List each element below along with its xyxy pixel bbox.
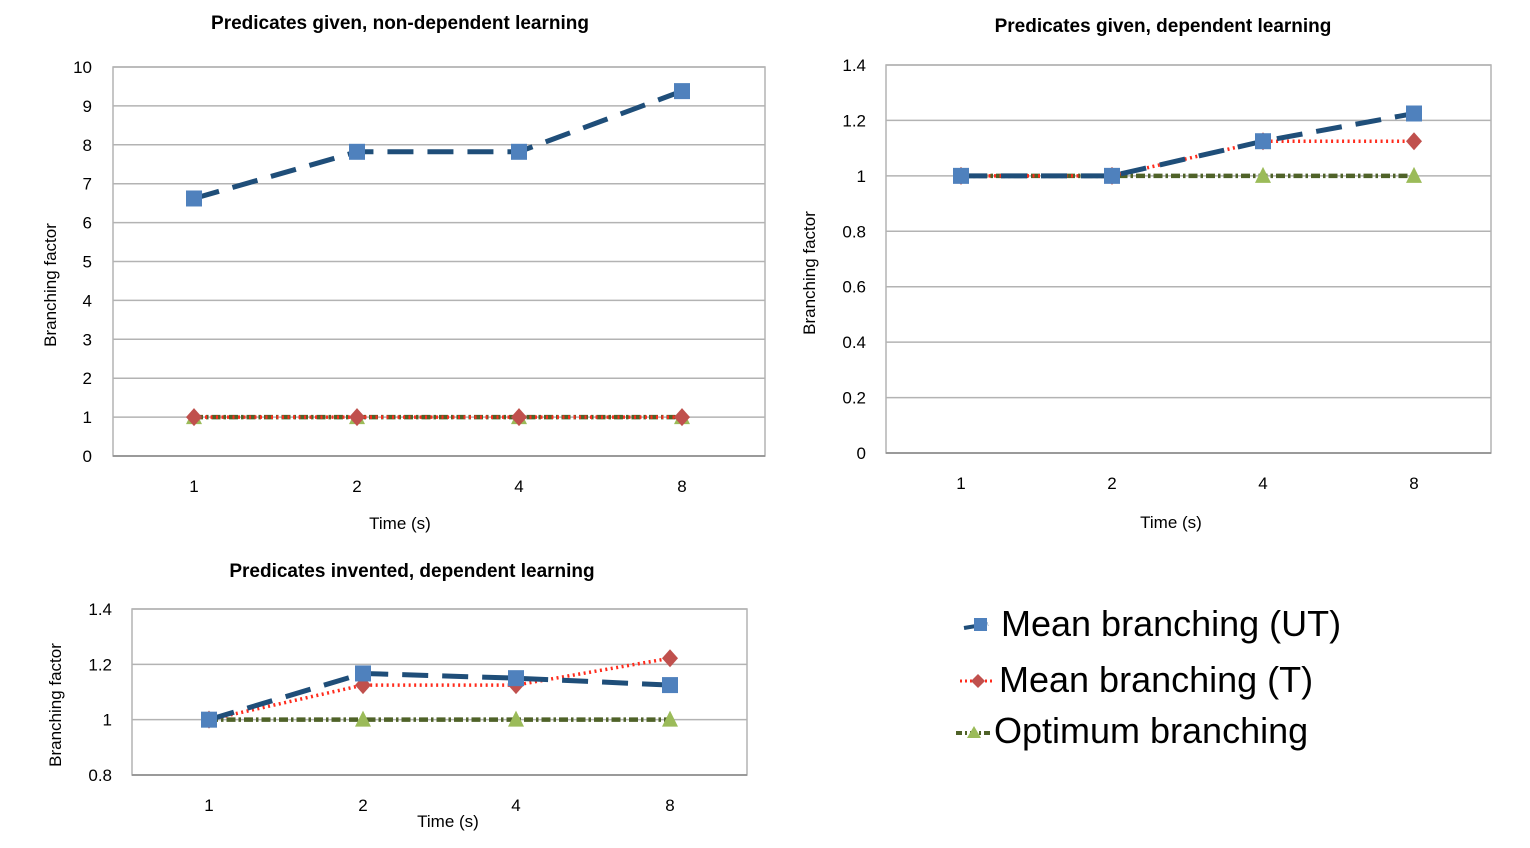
x-axis-label: Time (s) — [1140, 513, 1202, 532]
y-tick-label: 0.2 — [842, 389, 866, 408]
chart-title: Predicates given, dependent learning — [995, 16, 1332, 37]
chart-title: Predicates given, non-dependent learning — [211, 13, 589, 34]
x-tick-label: 2 — [1107, 474, 1116, 493]
y-tick-label: 0.4 — [842, 333, 866, 352]
point-ut — [1104, 167, 1120, 184]
x-tick-label: 2 — [358, 796, 367, 815]
point-ut — [508, 670, 524, 687]
point-t — [662, 649, 678, 668]
x-tick-label: 8 — [665, 796, 674, 815]
legend-item-ut: Mean branching (UT) — [963, 603, 1341, 644]
series-line-1 — [961, 139, 1414, 178]
y-tick-label: 0.8 — [842, 222, 866, 241]
diamond-marker-icon — [971, 674, 985, 688]
y-tick-label: 1 — [857, 167, 866, 186]
y-axis-label: Branching factor — [41, 223, 60, 347]
x-tick-label: 1 — [956, 474, 965, 493]
y-tick-label: 4 — [83, 291, 92, 310]
point-t — [1406, 132, 1422, 151]
y-axis-label: Branching factor — [46, 643, 65, 767]
y-tick-label: 1 — [83, 408, 92, 427]
legend-item-opt: Optimum branching — [956, 710, 1308, 751]
y-tick-label: 0.6 — [842, 278, 866, 297]
point-optimum — [662, 710, 678, 727]
y-tick-label: 1.4 — [842, 56, 866, 75]
x-tick-label: 1 — [204, 796, 213, 815]
x-tick-label: 8 — [677, 477, 686, 496]
point-ut — [186, 190, 202, 207]
point-ut — [1255, 133, 1271, 150]
x-tick-label: 8 — [1409, 474, 1418, 493]
plot-area — [885, 64, 1492, 454]
chart-title: Predicates invented, dependent learning — [229, 561, 594, 582]
chart-dependent: Predicates given, dependent learning Tim… — [800, 16, 1492, 532]
x-tick-label: 4 — [514, 477, 523, 496]
point-ut — [201, 711, 217, 728]
y-tick-label: 1.2 — [88, 655, 112, 674]
point-ut — [349, 143, 365, 160]
point-ut — [1406, 105, 1422, 122]
x-tick-label: 4 — [511, 796, 520, 815]
y-tick-label: 10 — [73, 58, 92, 77]
point-optimum — [1255, 166, 1271, 183]
series-line-1 — [208, 656, 671, 722]
point-optimum — [1406, 166, 1422, 183]
chart-nondependent: Predicates given, non-dependent learning… — [41, 13, 766, 533]
point-t — [511, 408, 527, 427]
series-line-0 — [193, 88, 683, 201]
y-tick-label: 3 — [83, 330, 92, 349]
legend-item-t: Mean branching (T) — [960, 659, 1313, 700]
square-marker-icon — [974, 618, 987, 631]
point-t — [349, 408, 365, 427]
y-tick-label: 1.4 — [88, 600, 112, 619]
x-axis-label: Time (s) — [417, 812, 479, 831]
x-tick-label: 4 — [1258, 474, 1267, 493]
y-tick-label: 0 — [83, 447, 92, 466]
y-tick-label: 2 — [83, 369, 92, 388]
x-tick-label: 1 — [189, 477, 198, 496]
point-t — [186, 408, 202, 427]
point-ut — [662, 677, 678, 694]
triangle-marker-icon — [967, 726, 981, 738]
y-tick-label: 0.8 — [88, 766, 112, 785]
plot-area — [131, 608, 748, 776]
series-line-0 — [961, 111, 1415, 179]
series-line-0 — [208, 670, 671, 723]
y-axis-label: Branching factor — [800, 211, 819, 335]
legend-label: Optimum branching — [994, 710, 1308, 751]
legend: Mean branching (UT) Mean branching (T) O… — [956, 603, 1341, 751]
x-axis-label: Time (s) — [369, 514, 431, 533]
chart-invented: Predicates invented, dependent learning … — [46, 561, 748, 831]
y-tick-label: 7 — [83, 175, 92, 194]
y-tick-label: 6 — [83, 214, 92, 233]
point-optimum — [508, 710, 524, 727]
x-tick-label: 2 — [352, 477, 361, 496]
legend-label: Mean branching (UT) — [1001, 603, 1341, 644]
point-ut — [511, 143, 527, 160]
point-ut — [674, 83, 690, 100]
point-ut — [953, 167, 969, 184]
y-tick-label: 5 — [83, 253, 92, 272]
y-tick-label: 0 — [857, 444, 866, 463]
legend-label: Mean branching (T) — [999, 659, 1313, 700]
point-ut — [355, 665, 371, 682]
y-tick-label: 1 — [103, 711, 112, 730]
point-optimum — [355, 710, 371, 727]
y-tick-label: 1.2 — [842, 111, 866, 130]
y-tick-label: 8 — [83, 136, 92, 155]
point-t — [674, 408, 690, 427]
y-tick-label: 9 — [83, 97, 92, 116]
